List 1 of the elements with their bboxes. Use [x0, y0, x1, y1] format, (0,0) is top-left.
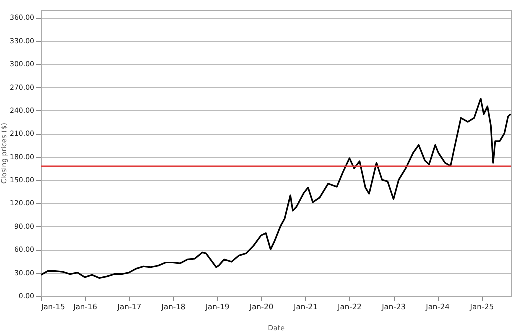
line-series	[41, 98, 511, 280]
